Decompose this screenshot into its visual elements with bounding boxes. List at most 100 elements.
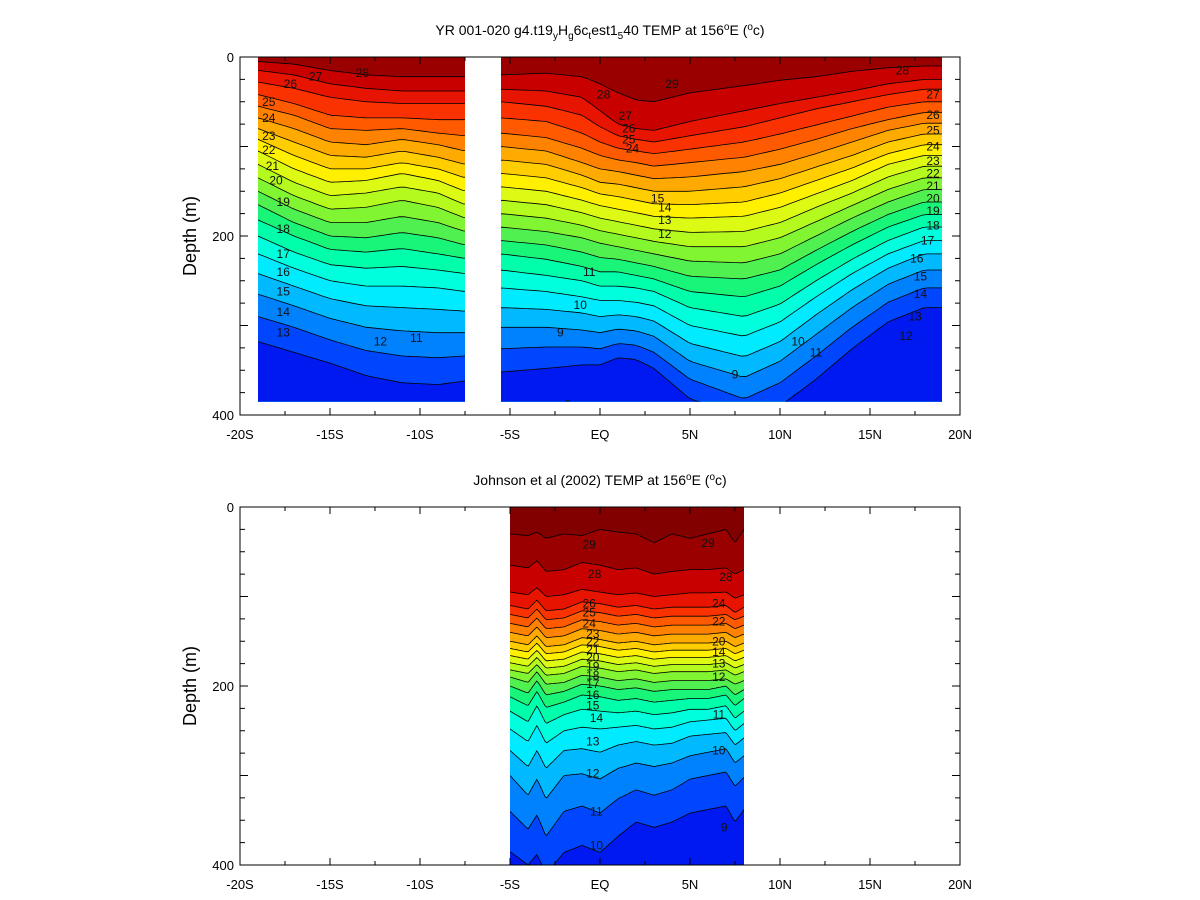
contour-label: 11: [583, 265, 596, 279]
contour-label: 13: [712, 657, 726, 671]
contour-label: 28: [356, 66, 370, 80]
isotherm-21: [510, 642, 744, 655]
contour-label: 19: [586, 659, 600, 673]
contour-label: 29: [583, 538, 597, 552]
contour-label: 14: [914, 287, 928, 301]
isotherm-14: [258, 226, 942, 317]
isotherm-11: [258, 269, 942, 378]
contour-label: 28: [719, 570, 733, 584]
contour-label: 14: [658, 200, 672, 214]
y-tick-label: 200: [212, 229, 234, 244]
contour-label: 23: [926, 154, 940, 168]
contour-label: 12: [899, 329, 913, 343]
chart-title-part: Johnson et al (2002) TEMP at 156: [473, 472, 686, 488]
isotherm-23: [258, 117, 942, 180]
contour-label: 24: [926, 140, 940, 154]
contour-label: 15: [277, 284, 291, 298]
contour-label: 23: [262, 129, 276, 143]
contour-label: 15: [651, 191, 665, 205]
isotherm-20: [258, 150, 942, 219]
contour-label: 8: [564, 397, 571, 411]
contour-label: 13: [658, 213, 672, 227]
contour-label: 16: [277, 265, 291, 279]
contour-label: 17: [586, 677, 600, 691]
isotherm-20: [510, 649, 744, 662]
isotherm-25: [510, 608, 744, 621]
chart-title-part: o: [747, 22, 753, 33]
contour-label: 24: [712, 597, 726, 611]
contour-label: 22: [712, 615, 726, 629]
isotherm-16: [258, 201, 942, 280]
contour-label: 12: [712, 670, 726, 684]
isotherm-9: [258, 307, 942, 402]
contour-label: 22: [586, 634, 600, 648]
isotherm-15: [510, 691, 744, 708]
contour-label: 10: [574, 298, 588, 312]
isotherm-15: [258, 214, 942, 298]
contour-label: 15: [586, 699, 600, 713]
x-tick-label: 15N: [858, 877, 882, 892]
isotherm-17: [258, 189, 942, 264]
x-tick-label: -15S: [316, 877, 344, 892]
contour-label: 21: [266, 159, 280, 173]
isotherm-19: [510, 657, 744, 669]
x-tick-label: 20N: [948, 877, 972, 892]
contour-label: 20: [712, 634, 726, 648]
isotherm-22: [258, 128, 942, 192]
contour-label: 28: [896, 63, 910, 77]
isotherm-25: [258, 94, 942, 155]
isotherm-11: [510, 748, 744, 799]
chart-title-part: 40 TEMP at 156: [623, 22, 724, 38]
chart-title-part: YR 001-020 g4.t19: [435, 22, 553, 38]
chart-title: Johnson et al (2002) TEMP at 156oE (oc): [473, 472, 726, 488]
x-tick-label: 5N: [682, 427, 699, 442]
contour-label: 20: [926, 191, 940, 205]
chart-title-part: E (: [692, 472, 710, 488]
contour-label: 24: [262, 111, 276, 125]
contour-label: 26: [622, 122, 636, 136]
isotherm-10: [258, 287, 942, 399]
temperature-band-9: [510, 806, 744, 865]
contour-label: 25: [622, 132, 636, 146]
contour-label: 19: [277, 195, 291, 209]
contour-label: 27: [309, 70, 323, 84]
y-tick-label: 200: [212, 679, 234, 694]
contour-label: 10: [791, 335, 805, 349]
chart-title-part: 5: [618, 31, 624, 42]
y-tick-label: 400: [212, 408, 234, 423]
contour-label: 24: [583, 616, 597, 630]
contour-label: 28: [597, 88, 611, 102]
isotherm-18: [258, 177, 942, 248]
isotherm-22: [510, 635, 744, 647]
isotherm-28: [258, 61, 942, 103]
contour-label: 16: [586, 688, 600, 702]
y-tick-label: 400: [212, 858, 234, 873]
contour-label: 20: [586, 650, 600, 664]
isotherm-24: [510, 617, 744, 630]
contour-label: 12: [374, 335, 388, 349]
chart-title-part: 6c: [574, 22, 589, 38]
contour-label: 14: [590, 711, 604, 725]
contour-label: 20: [269, 174, 283, 188]
contour-label: 16: [910, 251, 924, 265]
contour-label: 10: [590, 838, 604, 852]
isotherm-16: [510, 680, 744, 696]
x-tick-label: -10S: [406, 877, 434, 892]
x-tick-label: -10S: [406, 427, 434, 442]
contour-label: 11: [410, 331, 423, 345]
isotherm-26: [258, 81, 942, 143]
isotherm-13: [510, 717, 744, 744]
contour-label: 13: [277, 326, 291, 340]
contour-label: 9: [721, 820, 728, 834]
isotherm-12: [258, 253, 942, 357]
contour-label: 21: [586, 643, 600, 657]
contour-label: 26: [583, 597, 597, 611]
x-tick-label: EQ: [591, 877, 610, 892]
y-tick-label: 0: [227, 50, 234, 65]
chart-title-part: c): [715, 472, 727, 488]
chart-title-part: y: [553, 31, 558, 42]
contour-label: 21: [926, 179, 940, 193]
